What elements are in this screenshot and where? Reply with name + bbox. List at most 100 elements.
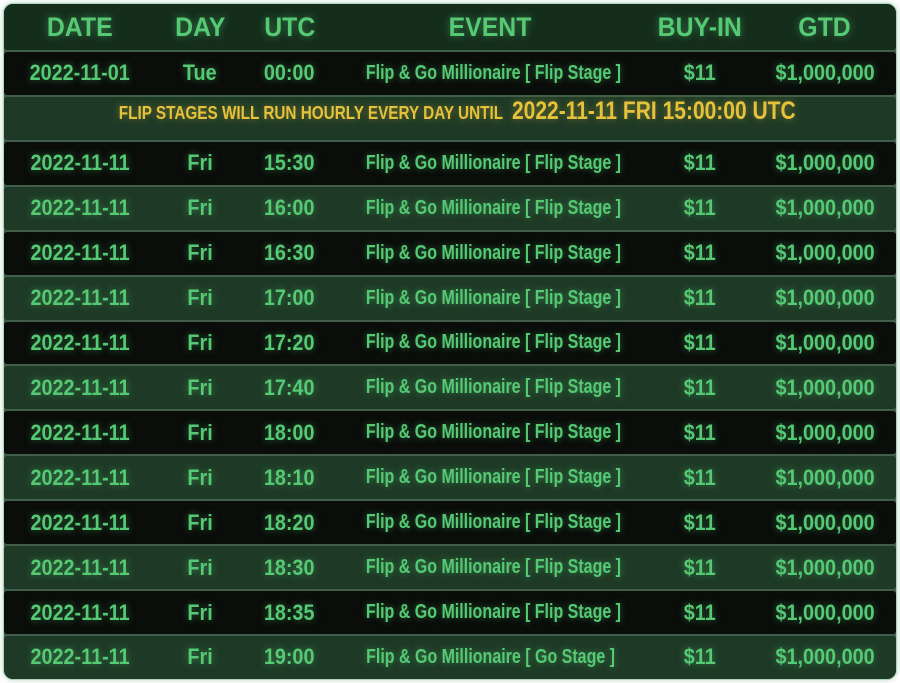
cell-utc: 18:35 <box>245 600 334 626</box>
cell-utc: 16:00 <box>245 195 334 221</box>
cell-date: 2022-11-11 <box>4 375 156 401</box>
event-text: Flip & Go Millionaire [ Flip Stage ] <box>365 151 622 174</box>
cell-day: Fri <box>156 510 245 536</box>
cell-day: Fri <box>156 285 245 311</box>
date-text: 2022-11-11 <box>30 195 130 221</box>
cell-gtd: $1,000,000 <box>753 150 896 176</box>
cell-utc: 15:30 <box>245 150 334 176</box>
cell-buyin: $11 <box>646 420 753 446</box>
utc-text: 18:10 <box>264 464 315 490</box>
table-row: 2022-11-11 Fri 17:20 Flip & Go Millionai… <box>4 321 896 365</box>
gtd-text: $1,000,000 <box>775 240 875 266</box>
cell-date: 2022-11-01 <box>4 60 156 86</box>
date-text: 2022-11-01 <box>29 60 130 86</box>
cell-gtd: $1,000,000 <box>753 195 896 221</box>
cell-gtd: $1,000,000 <box>753 285 896 311</box>
table-row: 2022-11-11 Fri 17:40 Flip & Go Millionai… <box>4 366 896 410</box>
column-header-event-label: EVENT <box>448 11 532 42</box>
gtd-text: $1,000,000 <box>775 419 875 445</box>
cell-utc: 17:20 <box>245 330 334 356</box>
utc-text: 18:35 <box>264 599 315 625</box>
buyin-text: $11 <box>683 374 716 400</box>
event-text: Flip & Go Millionaire [ Flip Stage ] <box>365 331 622 354</box>
column-header-day-label: DAY <box>175 11 226 42</box>
column-header-date-label: DATE <box>46 11 113 42</box>
cell-event: Flip & Go Millionaire [ Flip Stage ] <box>334 62 646 85</box>
cell-date: 2022-11-11 <box>4 465 156 491</box>
cell-date: 2022-11-11 <box>4 600 156 626</box>
utc-text: 18:30 <box>264 554 315 580</box>
cell-gtd: $1,000,000 <box>753 644 896 670</box>
day-text: Fri <box>187 150 213 176</box>
cell-gtd: $1,000,000 <box>753 330 896 356</box>
cell-buyin: $11 <box>646 465 753 491</box>
date-text: 2022-11-11 <box>30 329 130 355</box>
gtd-text: $1,000,000 <box>775 329 875 355</box>
cell-buyin: $11 <box>646 330 753 356</box>
date-text: 2022-11-11 <box>30 509 130 535</box>
cell-buyin: $11 <box>646 600 753 626</box>
utc-text: 17:00 <box>264 285 315 311</box>
cell-buyin: $11 <box>646 375 753 401</box>
cell-buyin: $11 <box>646 510 753 536</box>
day-text: Fri <box>187 285 213 311</box>
buyin-text: $11 <box>683 419 716 445</box>
buyin-text: $11 <box>683 644 716 670</box>
gtd-text: $1,000,000 <box>775 599 875 625</box>
cell-buyin: $11 <box>646 60 753 86</box>
day-text: Fri <box>187 374 213 400</box>
event-text: Flip & Go Millionaire [ Flip Stage ] <box>365 556 622 579</box>
table-row: 2022-11-11 Fri 18:00 Flip & Go Millionai… <box>4 411 896 455</box>
cell-utc: 00:00 <box>245 60 334 86</box>
column-header-event: EVENT <box>334 12 646 43</box>
cell-gtd: $1,000,000 <box>753 600 896 626</box>
table-row: 2022-11-11 Fri 19:00 Flip & Go Millionai… <box>4 635 896 679</box>
cell-utc: 16:30 <box>245 240 334 266</box>
cell-date: 2022-11-11 <box>4 510 156 536</box>
date-text: 2022-11-11 <box>30 599 130 625</box>
utc-text: 17:40 <box>264 374 315 400</box>
cell-event: Flip & Go Millionaire [ Flip Stage ] <box>334 421 646 444</box>
cell-date: 2022-11-11 <box>4 195 156 221</box>
gtd-text: $1,000,000 <box>775 195 875 221</box>
cell-event: Flip & Go Millionaire [ Flip Stage ] <box>334 601 646 624</box>
utc-text: 16:30 <box>264 240 315 266</box>
cell-date: 2022-11-11 <box>4 420 156 446</box>
column-header-buyin: BUY-IN <box>646 12 753 43</box>
event-text: Flip & Go Millionaire [ Flip Stage ] <box>365 286 622 309</box>
day-text: Fri <box>187 240 213 266</box>
table-row: 2022-11-11 Fri 15:30 Flip & Go Millionai… <box>4 141 896 185</box>
cell-event: Flip & Go Millionaire [ Flip Stage ] <box>334 197 646 220</box>
cell-event: Flip & Go Millionaire [ Flip Stage ] <box>334 466 646 489</box>
date-text: 2022-11-11 <box>30 644 130 670</box>
day-text: Fri <box>187 509 213 535</box>
buyin-text: $11 <box>683 554 716 580</box>
cell-day: Fri <box>156 195 245 221</box>
day-text: Fri <box>187 554 213 580</box>
utc-text: 18:20 <box>264 509 315 535</box>
utc-text: 15:30 <box>264 150 315 176</box>
gtd-text: $1,000,000 <box>775 464 875 490</box>
cell-day: Fri <box>156 150 245 176</box>
cell-utc: 17:00 <box>245 285 334 311</box>
buyin-text: $11 <box>683 285 716 311</box>
cell-event: Flip & Go Millionaire [ Flip Stage ] <box>334 152 646 175</box>
utc-text: 17:20 <box>264 329 315 355</box>
utc-text: 19:00 <box>264 644 315 670</box>
buyin-text: $11 <box>683 599 716 625</box>
cell-utc: 17:40 <box>245 375 334 401</box>
cell-buyin: $11 <box>646 240 753 266</box>
event-text: Flip & Go Millionaire [ Flip Stage ] <box>365 421 622 444</box>
day-text: Fri <box>187 195 213 221</box>
date-text: 2022-11-11 <box>30 240 130 266</box>
cell-buyin: $11 <box>646 555 753 581</box>
cell-utc: 18:00 <box>245 420 334 446</box>
cell-date: 2022-11-11 <box>4 285 156 311</box>
cell-gtd: $1,000,000 <box>753 240 896 266</box>
buyin-text: $11 <box>683 195 716 221</box>
table-row: 2022-11-11 Fri 16:00 Flip & Go Millionai… <box>4 186 896 230</box>
column-header-utc: UTC <box>245 12 334 43</box>
day-text: Fri <box>187 599 213 625</box>
cell-date: 2022-11-11 <box>4 555 156 581</box>
buyin-text: $11 <box>683 464 716 490</box>
